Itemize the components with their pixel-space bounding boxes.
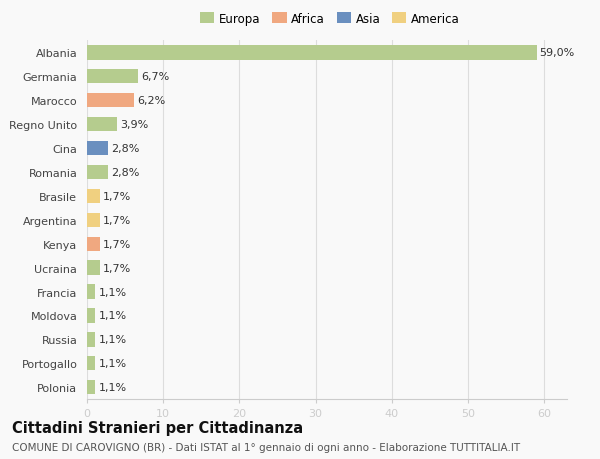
- Text: 1,1%: 1,1%: [98, 287, 127, 297]
- Text: 1,7%: 1,7%: [103, 215, 131, 225]
- Text: 59,0%: 59,0%: [539, 48, 575, 58]
- Bar: [87, 141, 109, 156]
- Text: 1,7%: 1,7%: [103, 239, 131, 249]
- Bar: [87, 213, 100, 228]
- Text: 1,1%: 1,1%: [98, 358, 127, 369]
- Text: 1,1%: 1,1%: [98, 382, 127, 392]
- Legend: Europa, Africa, Asia, America: Europa, Africa, Asia, America: [200, 13, 460, 26]
- Text: 1,7%: 1,7%: [103, 263, 131, 273]
- Text: 1,1%: 1,1%: [98, 311, 127, 321]
- Text: 1,7%: 1,7%: [103, 191, 131, 202]
- Bar: [87, 332, 95, 347]
- Bar: [87, 70, 138, 84]
- Bar: [87, 380, 95, 395]
- Bar: [87, 189, 100, 204]
- Text: 2,8%: 2,8%: [112, 144, 140, 154]
- Bar: [87, 94, 134, 108]
- Bar: [87, 261, 100, 275]
- Text: Cittadini Stranieri per Cittadinanza: Cittadini Stranieri per Cittadinanza: [12, 420, 303, 435]
- Text: 3,9%: 3,9%: [120, 120, 148, 130]
- Text: 1,1%: 1,1%: [98, 335, 127, 345]
- Text: 6,2%: 6,2%: [137, 96, 166, 106]
- Bar: [87, 165, 109, 180]
- Text: 2,8%: 2,8%: [112, 168, 140, 178]
- Bar: [87, 285, 95, 299]
- Text: 6,7%: 6,7%: [141, 72, 169, 82]
- Bar: [87, 46, 536, 61]
- Bar: [87, 237, 100, 252]
- Bar: [87, 308, 95, 323]
- Bar: [87, 356, 95, 371]
- Bar: [87, 118, 117, 132]
- Text: COMUNE DI CAROVIGNO (BR) - Dati ISTAT al 1° gennaio di ogni anno - Elaborazione : COMUNE DI CAROVIGNO (BR) - Dati ISTAT al…: [12, 442, 520, 452]
